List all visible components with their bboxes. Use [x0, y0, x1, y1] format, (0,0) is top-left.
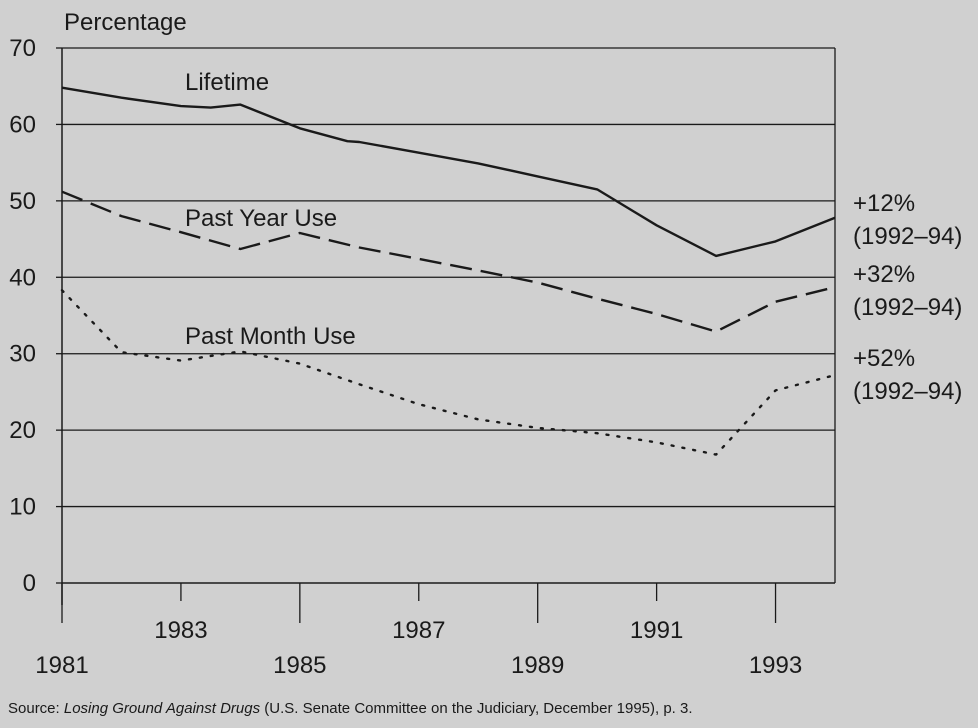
x-tick-label: 1993	[749, 652, 802, 679]
series-labels: Lifetime Past Year Use Past Month Use	[185, 69, 356, 350]
x-tick-label: 1981	[35, 652, 88, 679]
axes	[61, 48, 836, 605]
y-tick-label: 60	[9, 111, 36, 138]
y-tick-label: 10	[9, 494, 36, 521]
series-label: Lifetime	[185, 69, 269, 96]
chart: 0 10 20 30 40 50 60 70 1983 1987 1991 1981 1985 1989…	[9, 9, 962, 679]
y-axis-ticks: 0 10 20 30 40 50 60 70	[9, 35, 62, 597]
annotation-period: (1992–94)	[853, 223, 962, 250]
y-axis-title: Percentage	[64, 9, 187, 36]
y-tick-label: 20	[9, 417, 36, 444]
x-tick-label: 1985	[273, 652, 326, 679]
annotation-period: (1992–94)	[853, 294, 962, 321]
y-tick-label: 40	[9, 264, 36, 291]
series-label: Past Month Use	[185, 323, 356, 350]
source-note: Source: Losing Ground Against Drugs (U.S…	[8, 700, 693, 717]
source-title: Losing Ground Against Drugs	[63, 700, 261, 717]
series-line-lifetime	[61, 86, 836, 258]
annotation-change: +52%	[853, 345, 915, 372]
x-tick-label: 1991	[630, 617, 683, 644]
x-tick-label: 1989	[511, 652, 564, 679]
x-axis-ticks: 1983 1987 1991 1981 1985 1989 1993	[35, 583, 802, 679]
change-annotations: +12% (1992–94) +32% (1992–94) +52% (1992–94)	[853, 190, 962, 405]
series-label: Past Year Use	[185, 205, 337, 232]
series-lines	[60, 86, 837, 456]
y-tick-label: 30	[9, 341, 36, 368]
y-tick-label: 50	[9, 188, 36, 215]
x-tick-label: 1983	[154, 617, 207, 644]
annotation-change: +32%	[853, 261, 915, 288]
x-tick-label: 1987	[392, 617, 445, 644]
annotation-change: +12%	[853, 190, 915, 217]
source-suffix: (U.S. Senate Committee on the Judiciary,…	[260, 700, 693, 717]
plot-area	[62, 48, 835, 583]
y-tick-label: 70	[9, 35, 36, 62]
annotation-period: (1992–94)	[853, 378, 962, 405]
y-tick-label: 0	[23, 570, 36, 597]
source-prefix: Source:	[8, 700, 64, 717]
series-line-past-year-use	[61, 190, 836, 333]
series-line-past-month-use	[60, 289, 837, 456]
gridlines	[62, 47, 835, 508]
